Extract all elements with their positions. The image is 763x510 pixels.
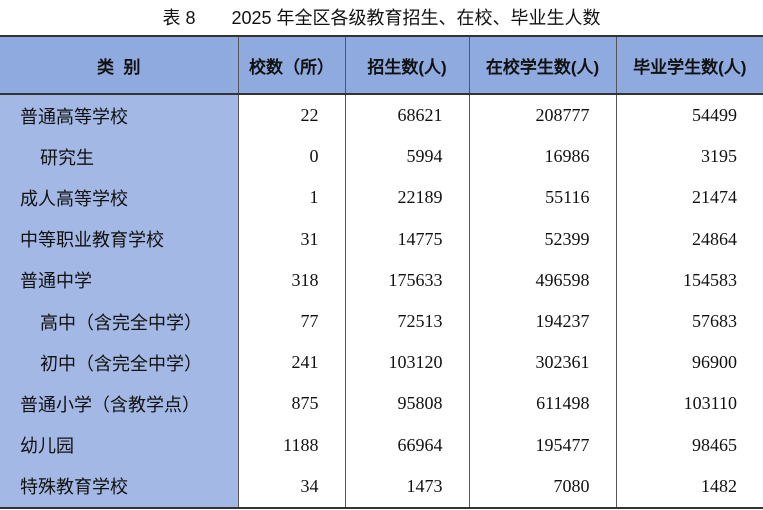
cell-value: 611498	[468, 383, 616, 425]
table-row: 普通高等学校 22 68621 208777 54499	[0, 94, 763, 137]
cell-value: 1	[237, 177, 345, 219]
cell-value: 1473	[344, 465, 469, 509]
cell-value: 72513	[344, 300, 469, 343]
cell-value: 57683	[615, 300, 763, 343]
cell-value: 5994	[344, 136, 469, 178]
cell-value: 241	[237, 342, 345, 384]
header-row: 类 别校数（所） 招生数(人) 在校学生数(人) 毕业学生数(人)	[0, 35, 763, 95]
cell-value: 1188	[237, 424, 345, 466]
cell-value: 318	[237, 259, 345, 301]
cell-value: 195477	[468, 424, 616, 466]
column-header: 在校学生数(人)	[468, 35, 616, 95]
cell-value: 16986	[468, 136, 616, 178]
row-label: 初中（含完全中学）	[0, 342, 238, 384]
cell-value: 103110	[615, 383, 763, 425]
cell-value: 68621	[344, 94, 469, 137]
row-label: 高中（含完全中学）	[0, 300, 238, 343]
cell-value: 66964	[344, 424, 469, 466]
cell-value: 3195	[615, 136, 763, 178]
row-label: 成人高等学校	[0, 177, 238, 219]
table-row: 研究生 0 5994 16986 3195	[0, 136, 763, 178]
cell-value: 22189	[344, 177, 469, 219]
table-row: 特殊教育学校 34 1473 7080 1482	[0, 465, 763, 509]
cell-value: 875	[237, 383, 345, 425]
cell-value: 54499	[615, 94, 763, 137]
table-row: 幼儿园 1188 66964 195477 98465	[0, 424, 763, 466]
table-row: 高中（含完全中学） 77 72513 194237 57683	[0, 300, 763, 343]
cell-value: 14775	[344, 218, 469, 260]
row-label: 普通中学	[0, 259, 238, 301]
cell-value: 34	[237, 465, 345, 509]
cell-value: 55116	[468, 177, 616, 219]
cell-value: 31	[237, 218, 345, 260]
cell-value: 98465	[615, 424, 763, 466]
cell-value: 175633	[344, 259, 469, 301]
row-label: 研究生	[0, 136, 238, 178]
cell-value: 496598	[468, 259, 616, 301]
cell-value: 52399	[468, 218, 616, 260]
cell-value: 24864	[615, 218, 763, 260]
cell-value: 208777	[468, 94, 616, 137]
cell-value: 302361	[468, 342, 616, 384]
cell-value: 77	[237, 300, 345, 343]
row-label: 中等职业教育学校	[0, 218, 238, 260]
data-table: 类 别校数（所） 招生数(人) 在校学生数(人) 毕业学生数(人) 普通高等学校 22 6…	[0, 35, 763, 509]
cell-value: 21474	[615, 177, 763, 219]
row-label: 特殊教育学校	[0, 465, 238, 509]
cell-value: 22	[237, 94, 345, 137]
row-label: 普通高等学校	[0, 94, 238, 137]
column-header: 招生数(人)	[344, 35, 469, 95]
cell-value: 1482	[615, 465, 763, 509]
cell-value: 103120	[344, 342, 469, 384]
table-row: 普通小学（含教学点） 875 95808 611498 103110	[0, 383, 763, 425]
cell-value: 96900	[615, 342, 763, 384]
cell-value: 194237	[468, 300, 616, 343]
table-row: 普通中学 318 175633 496598 154583	[0, 259, 763, 301]
cell-value: 95808	[344, 383, 469, 425]
column-header: 毕业学生数(人)	[615, 35, 763, 95]
row-label: 幼儿园	[0, 424, 238, 466]
table-row: 成人高等学校 1 22189 55116 21474	[0, 177, 763, 219]
cell-value: 154583	[615, 259, 763, 301]
table-title: 表 8 2025 年全区各级教育招生、在校、毕业生人数	[162, 8, 601, 28]
column-header: 校数（所）	[237, 35, 345, 95]
table-row: 初中（含完全中学） 241 103120 302361 96900	[0, 342, 763, 384]
column-header: 类 别	[0, 35, 238, 95]
row-label: 普通小学（含教学点）	[0, 383, 238, 425]
cell-value: 0	[237, 136, 345, 178]
table-row: 中等职业教育学校 31 14775 52399 24864	[0, 218, 763, 260]
cell-value: 7080	[468, 465, 616, 509]
